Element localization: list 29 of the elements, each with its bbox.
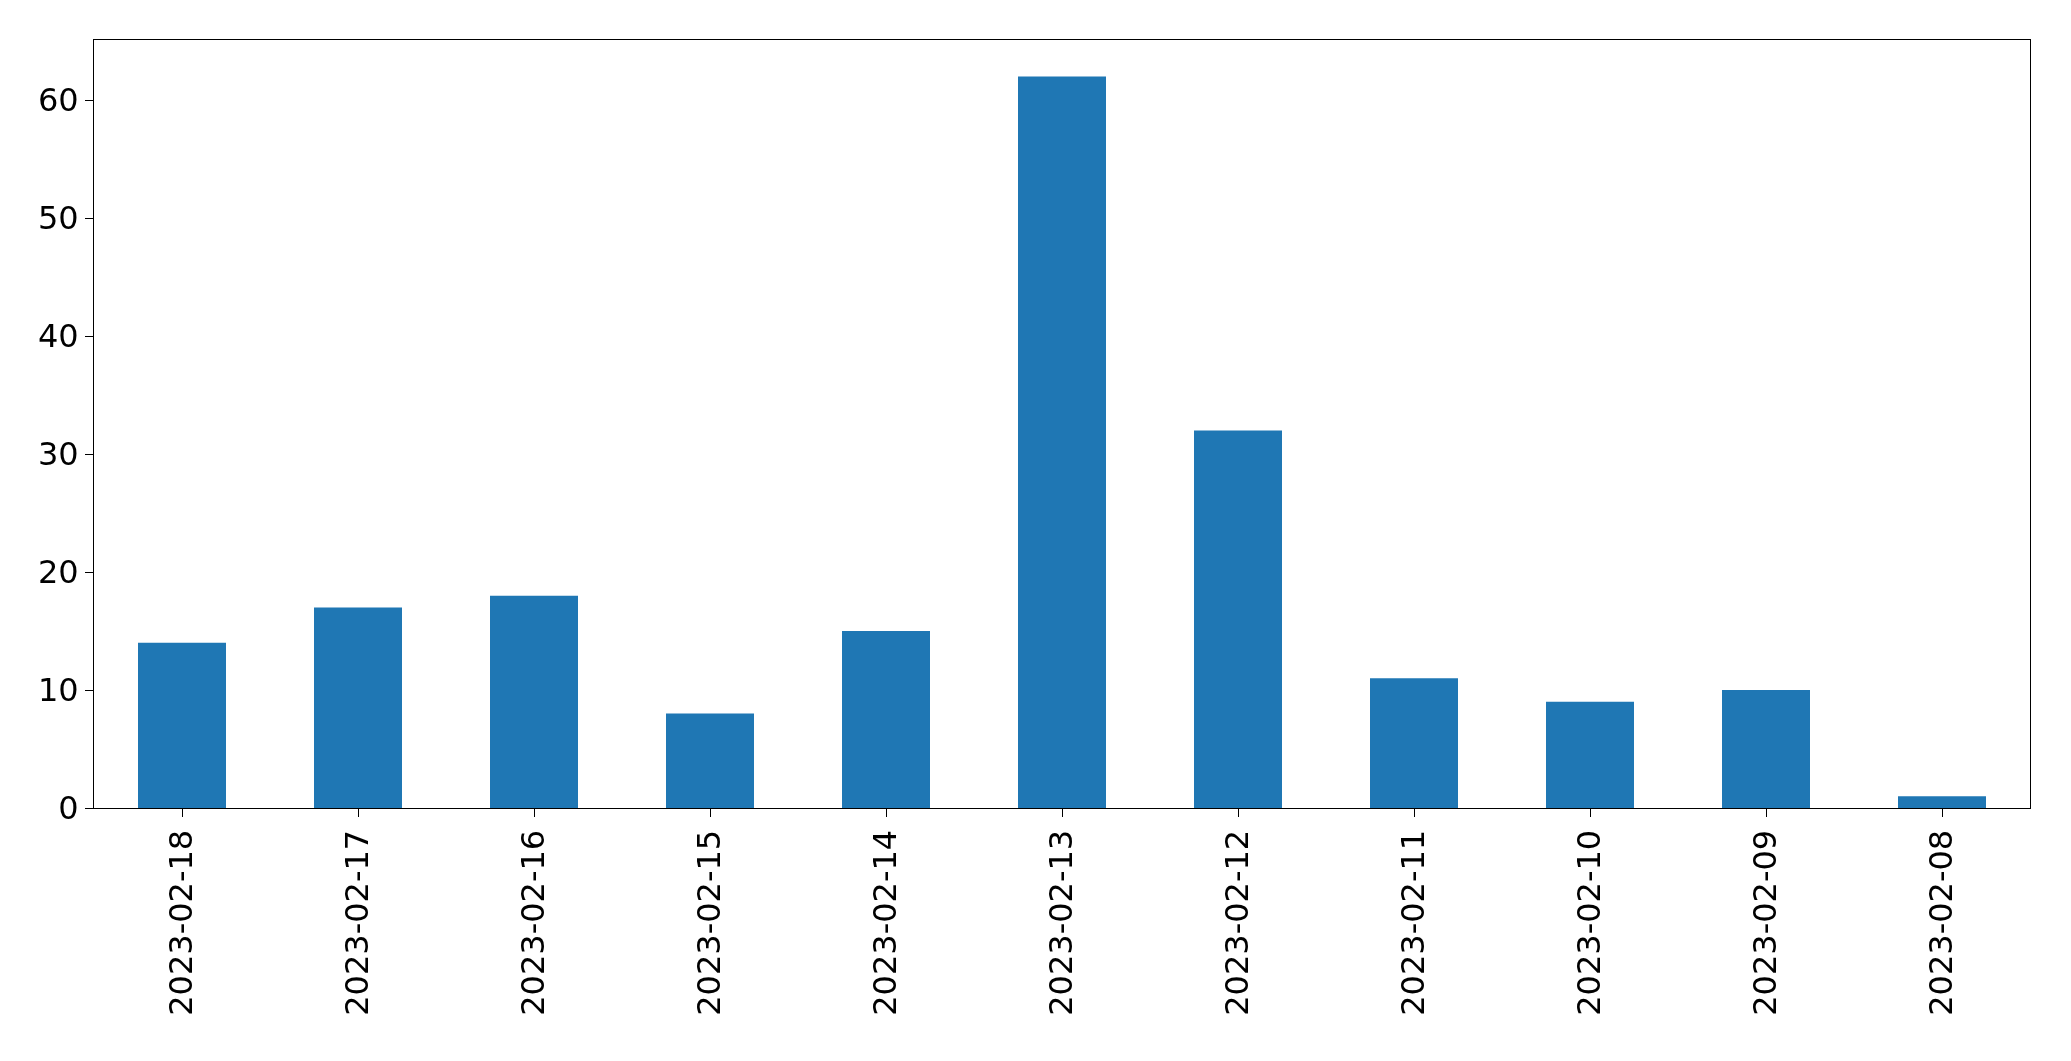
- x-tick-label: 2023-02-16: [514, 829, 553, 1016]
- bar: [314, 607, 402, 808]
- bar: [1546, 701, 1634, 808]
- bar: [666, 713, 754, 808]
- x-tick-label: 2023-02-13: [1042, 829, 1081, 1016]
- x-tick-label: 2023-02-17: [338, 829, 377, 1016]
- x-tick-label: 2023-02-11: [1394, 829, 1433, 1016]
- y-tick-label: 30: [37, 435, 79, 474]
- bar: [138, 642, 226, 808]
- x-tick-label: 2023-02-08: [1922, 829, 1961, 1016]
- y-tick-label: 50: [37, 199, 79, 238]
- x-tick-label: 2023-02-09: [1746, 829, 1785, 1016]
- x-tick-label: 2023-02-12: [1218, 829, 1257, 1016]
- bar: [842, 631, 930, 808]
- y-tick-label: 0: [58, 789, 79, 828]
- x-tick-label: 2023-02-10: [1570, 829, 1609, 1016]
- bar: [490, 595, 578, 808]
- y-tick-label: 40: [37, 317, 79, 356]
- y-tick-label: 10: [37, 671, 79, 710]
- bar: [1194, 430, 1282, 808]
- bar: [1370, 678, 1458, 808]
- bar: [1722, 690, 1810, 808]
- x-tick-label: 2023-02-14: [866, 829, 905, 1016]
- bar: [1898, 796, 1986, 808]
- x-tick-label: 2023-02-18: [162, 829, 201, 1016]
- bar: [1018, 76, 1106, 808]
- y-tick-label: 60: [37, 81, 79, 120]
- y-tick-label: 20: [37, 553, 79, 592]
- x-tick-label: 2023-02-15: [690, 829, 729, 1016]
